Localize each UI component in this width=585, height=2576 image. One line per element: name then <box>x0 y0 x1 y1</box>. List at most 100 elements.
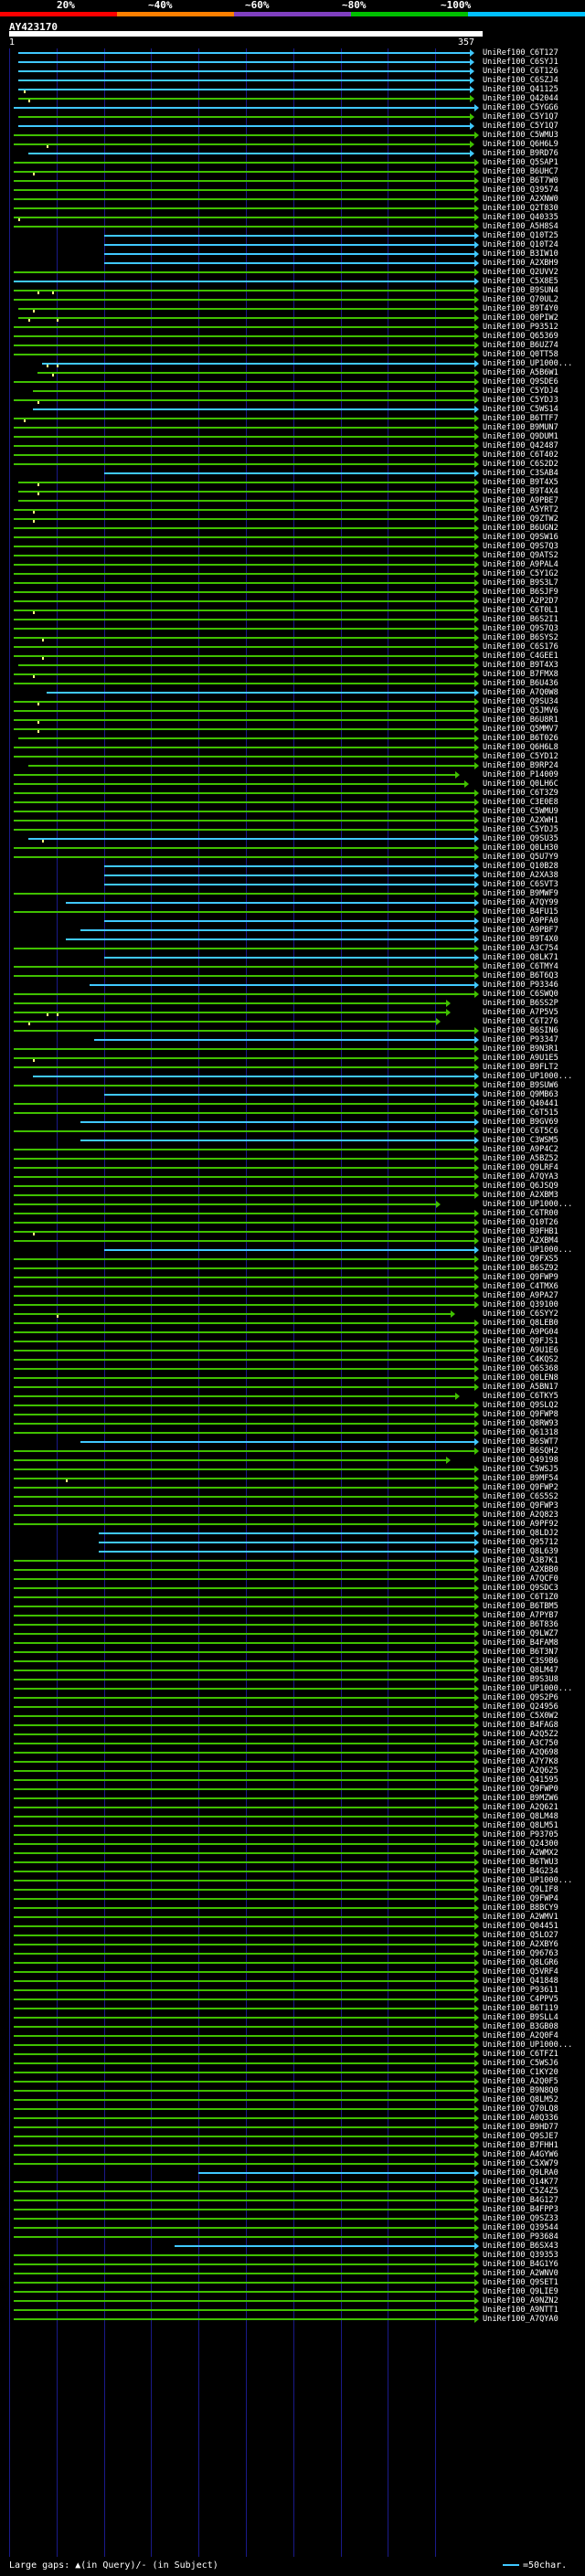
hit-alignment-bar[interactable] <box>18 116 470 118</box>
hit-alignment-bar[interactable] <box>104 472 474 474</box>
hit-label[interactable]: UniRef100_Q5VRF4 <box>483 1967 558 1977</box>
hit-label[interactable]: UniRef100_A9PFA0 <box>483 917 558 926</box>
hit-label[interactable]: UniRef100_A9PG04 <box>483 1328 558 1337</box>
hit-label[interactable]: UniRef100_Q2T830 <box>483 204 558 213</box>
hit-alignment-bar[interactable] <box>99 1532 474 1534</box>
hit-alignment-bar[interactable] <box>14 829 474 831</box>
hit-alignment-bar[interactable] <box>14 1916 474 1918</box>
hit-alignment-bar[interactable] <box>14 1861 474 1863</box>
hit-label[interactable]: UniRef100_UP1000... <box>483 1684 573 1693</box>
hit-label[interactable]: UniRef100_Q0LH6C <box>483 779 558 789</box>
hit-alignment-bar[interactable] <box>14 1953 474 1955</box>
hit-label[interactable]: UniRef100_B9T4Y0 <box>483 304 558 313</box>
hit-alignment-bar[interactable] <box>14 226 474 228</box>
hit-label[interactable]: UniRef100_C6T0L1 <box>483 606 558 615</box>
hit-alignment-bar[interactable] <box>14 774 455 776</box>
hit-alignment-bar[interactable] <box>14 1752 474 1754</box>
hit-label[interactable]: UniRef100_A9PAL4 <box>483 560 558 569</box>
hit-label[interactable]: UniRef100_C6T127 <box>483 48 558 58</box>
hit-label[interactable]: UniRef100_A9PA27 <box>483 1291 558 1300</box>
hit-label[interactable]: UniRef100_B9T4X3 <box>483 661 558 670</box>
hit-alignment-bar[interactable] <box>14 948 474 949</box>
hit-alignment-bar[interactable] <box>14 2227 474 2229</box>
hit-alignment-bar[interactable] <box>14 1797 474 1799</box>
hit-alignment-bar[interactable] <box>104 253 474 255</box>
hit-alignment-bar[interactable] <box>14 1651 474 1653</box>
hit-label[interactable]: UniRef100_B9MF54 <box>483 1474 558 1483</box>
hit-label[interactable]: UniRef100_B6SYS2 <box>483 633 558 642</box>
hit-alignment-bar[interactable] <box>14 2145 474 2147</box>
hit-label[interactable]: UniRef100_A2Q0F5 <box>483 2077 558 2086</box>
hit-label[interactable]: UniRef100_UP1000... <box>483 359 573 368</box>
hit-label[interactable]: UniRef100_Q8LGR6 <box>483 1958 558 1967</box>
hit-label[interactable]: UniRef100_P93611 <box>483 1986 558 1995</box>
hit-alignment-bar[interactable] <box>14 1971 474 1973</box>
hit-alignment-bar[interactable] <box>28 838 474 840</box>
hit-label[interactable]: UniRef100_Q9SLQ2 <box>483 1401 558 1410</box>
hit-alignment-bar[interactable] <box>14 1185 474 1187</box>
hit-alignment-bar[interactable] <box>14 1907 474 1909</box>
hit-label[interactable]: UniRef100_Q9DUM1 <box>483 432 558 441</box>
hit-label[interactable]: UniRef100_Q42044 <box>483 94 558 103</box>
hit-alignment-bar[interactable] <box>66 902 474 904</box>
hit-label[interactable]: UniRef100_B9S3U8 <box>483 1675 558 1684</box>
hit-alignment-bar[interactable] <box>14 2154 474 2156</box>
hit-alignment-bar[interactable] <box>18 125 470 127</box>
hit-label[interactable]: UniRef100_C4PPV5 <box>483 1995 558 2004</box>
hit-alignment-bar[interactable] <box>14 1596 474 1598</box>
hit-label[interactable]: UniRef100_Q8LM51 <box>483 1821 558 1830</box>
hit-label[interactable]: UniRef100_B4FAM8 <box>483 1638 558 1648</box>
hit-label[interactable]: UniRef100_A2XWH1 <box>483 816 558 825</box>
hit-alignment-bar[interactable] <box>14 710 474 712</box>
hit-alignment-bar[interactable] <box>14 180 474 182</box>
hit-alignment-bar[interactable] <box>99 1551 474 1553</box>
hit-label[interactable]: UniRef100_Q0TT58 <box>483 350 558 359</box>
hit-label[interactable]: UniRef100_Q8LK71 <box>483 953 558 962</box>
hit-label[interactable]: UniRef100_A9P4C2 <box>483 1145 558 1154</box>
hit-alignment-bar[interactable] <box>14 591 474 593</box>
hit-alignment-bar[interactable] <box>14 1021 436 1023</box>
hit-label[interactable]: UniRef100_Q95712 <box>483 1538 558 1547</box>
hit-alignment-bar[interactable] <box>94 1039 474 1041</box>
hit-label[interactable]: UniRef100_P93346 <box>483 981 558 990</box>
hit-alignment-bar[interactable] <box>14 2200 474 2201</box>
hit-alignment-bar[interactable] <box>80 929 474 931</box>
hit-alignment-bar[interactable] <box>14 1606 474 1607</box>
hit-alignment-bar[interactable] <box>14 673 474 675</box>
hit-label[interactable]: UniRef100_UP1000... <box>483 1876 573 1885</box>
hit-label[interactable]: UniRef100_Q61318 <box>483 1428 558 1437</box>
hit-label[interactable]: UniRef100_Q9MB63 <box>483 1090 558 1099</box>
hit-alignment-bar[interactable] <box>14 1825 474 1827</box>
hit-alignment-bar[interactable] <box>28 765 474 767</box>
hit-label[interactable]: UniRef100_Q9SZ33 <box>483 2214 558 2223</box>
hit-alignment-bar[interactable] <box>14 290 474 292</box>
hit-label[interactable]: UniRef100_B9N3R1 <box>483 1044 558 1054</box>
hit-label[interactable]: UniRef100_UP1000... <box>483 1072 573 1081</box>
hit-alignment-bar[interactable] <box>14 719 474 721</box>
hit-alignment-bar[interactable] <box>14 1935 474 1936</box>
hit-alignment-bar[interactable] <box>14 701 474 703</box>
hit-alignment-bar[interactable] <box>14 2163 474 2165</box>
hit-alignment-bar[interactable] <box>104 1249 474 1251</box>
hit-alignment-bar[interactable] <box>14 2318 474 2320</box>
hit-label[interactable]: UniRef100_C6T126 <box>483 67 558 76</box>
hit-label[interactable]: UniRef100_C5WSJ5 <box>483 1465 558 1474</box>
hit-alignment-bar[interactable] <box>14 1478 474 1479</box>
hit-alignment-bar[interactable] <box>14 1761 474 1763</box>
hit-alignment-bar[interactable] <box>14 2309 474 2311</box>
hit-alignment-bar[interactable] <box>14 1660 474 1662</box>
hit-label[interactable]: UniRef100_C4KQS2 <box>483 1355 558 1364</box>
hit-alignment-bar[interactable] <box>14 2072 474 2073</box>
hit-alignment-bar[interactable] <box>14 1779 474 1781</box>
hit-label[interactable]: UniRef100_C5Y1Q7 <box>483 122 558 131</box>
hit-label[interactable]: UniRef100_B6S2I1 <box>483 615 558 624</box>
hit-alignment-bar[interactable] <box>14 1149 474 1150</box>
hit-alignment-bar[interactable] <box>18 491 474 493</box>
hit-alignment-bar[interactable] <box>18 52 470 54</box>
hit-label[interactable]: UniRef100_Q9ATS2 <box>483 551 558 560</box>
hit-alignment-bar[interactable] <box>18 664 474 666</box>
hit-label[interactable]: UniRef100_A7QCF0 <box>483 1574 558 1584</box>
hit-label[interactable]: UniRef100_UP1000... <box>483 1200 573 1209</box>
hit-label[interactable]: UniRef100_C3E0E8 <box>483 798 558 807</box>
hit-label[interactable]: UniRef100_A2Q621 <box>483 1803 558 1812</box>
